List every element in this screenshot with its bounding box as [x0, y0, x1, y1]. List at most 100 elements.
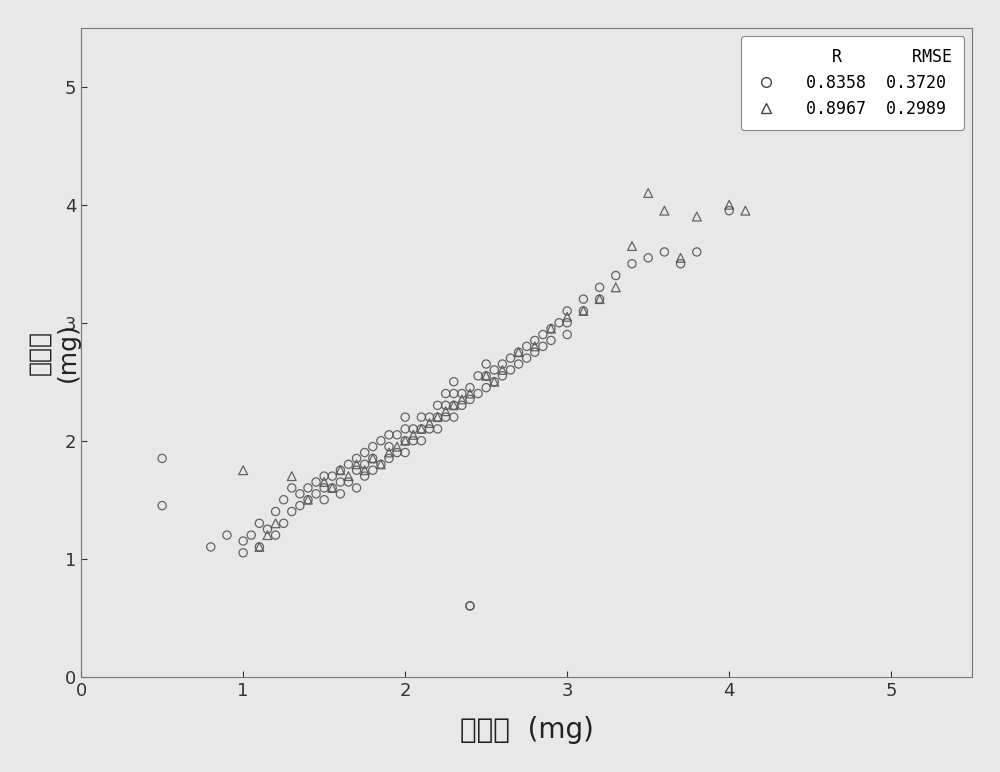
Point: [527, 340, 543, 353]
Point: [251, 540, 267, 553]
Point: [373, 458, 389, 470]
Point: [284, 470, 300, 482]
Point: [284, 506, 300, 518]
Point: [365, 464, 381, 476]
Point: [494, 364, 510, 376]
Point: [486, 375, 502, 388]
Point: [446, 411, 462, 423]
Point: [154, 452, 170, 465]
Point: [259, 523, 275, 536]
Point: [397, 411, 413, 423]
Point: [276, 493, 292, 506]
Point: [462, 388, 478, 400]
Point: [608, 281, 624, 293]
Point: [397, 435, 413, 447]
Point: [357, 446, 373, 459]
Point: [438, 399, 454, 411]
Point: [373, 458, 389, 470]
Point: [421, 411, 437, 423]
Point: [608, 269, 624, 282]
Point: [381, 452, 397, 465]
Point: [268, 506, 284, 518]
Point: [308, 476, 324, 488]
Point: [640, 187, 656, 199]
Point: [494, 370, 510, 382]
Point: [292, 488, 308, 500]
Point: [559, 328, 575, 340]
Point: [349, 458, 365, 470]
Point: [430, 411, 446, 423]
Point: [640, 252, 656, 264]
Point: [454, 388, 470, 400]
Point: [332, 488, 348, 500]
Point: [592, 293, 608, 305]
Point: [559, 310, 575, 323]
Point: [575, 305, 591, 317]
Point: [430, 423, 446, 435]
Point: [316, 493, 332, 506]
Point: [316, 470, 332, 482]
Point: [405, 423, 421, 435]
Point: [365, 452, 381, 465]
Point: [543, 334, 559, 347]
Point: [494, 358, 510, 371]
Point: [203, 540, 219, 553]
Y-axis label: 预测値
(mg): 预测値 (mg): [28, 323, 80, 382]
Point: [284, 482, 300, 494]
Point: [373, 435, 389, 447]
Point: [357, 458, 373, 470]
Point: [357, 464, 373, 476]
Point: [268, 529, 284, 541]
Point: [430, 399, 446, 411]
Point: [502, 352, 518, 364]
Point: [527, 346, 543, 358]
Point: [300, 482, 316, 494]
Point: [340, 458, 356, 470]
Point: [243, 529, 259, 541]
Point: [559, 317, 575, 329]
Point: [438, 388, 454, 400]
Point: [462, 600, 478, 612]
Point: [292, 499, 308, 512]
Point: [624, 258, 640, 270]
Point: [689, 211, 705, 223]
Point: [592, 281, 608, 293]
Point: [575, 305, 591, 317]
Point: [543, 323, 559, 335]
Point: [397, 446, 413, 459]
Point: [389, 446, 405, 459]
Point: [219, 529, 235, 541]
Point: [511, 358, 527, 371]
Point: [624, 240, 640, 252]
Point: [438, 405, 454, 418]
Point: [349, 452, 365, 465]
Point: [413, 423, 429, 435]
Point: [535, 328, 551, 340]
Point: [235, 535, 251, 547]
Point: [737, 205, 753, 217]
Point: [867, 110, 883, 123]
Point: [527, 334, 543, 347]
Point: [721, 205, 737, 217]
Point: [486, 375, 502, 388]
Point: [656, 245, 672, 258]
Point: [470, 388, 486, 400]
Point: [300, 493, 316, 506]
Point: [340, 470, 356, 482]
Point: [446, 399, 462, 411]
Point: [462, 381, 478, 394]
Point: [656, 205, 672, 217]
Point: [397, 435, 413, 447]
Point: [349, 464, 365, 476]
Point: [421, 417, 437, 429]
Point: [300, 493, 316, 506]
Point: [405, 428, 421, 441]
Point: [365, 441, 381, 453]
Point: [316, 476, 332, 488]
Point: [721, 198, 737, 211]
Point: [235, 464, 251, 476]
Point: [235, 547, 251, 559]
Point: [357, 470, 373, 482]
Point: [486, 364, 502, 376]
Point: [421, 423, 437, 435]
